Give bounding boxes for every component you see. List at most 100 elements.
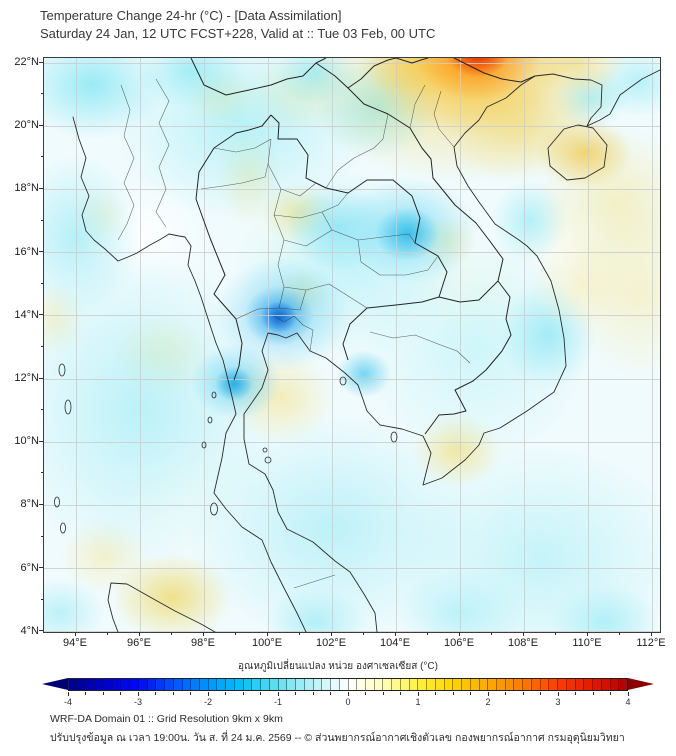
lon-tick-mark — [266, 632, 268, 636]
lon-tick-mark — [74, 632, 76, 636]
colorbar-segment — [95, 679, 104, 690]
border-laos-vietnam — [347, 87, 504, 282]
border-china-laos-vietnam — [315, 58, 536, 89]
island — [58, 363, 66, 377]
colorbar-major-tick — [137, 692, 139, 696]
lat-tick-mark — [39, 440, 43, 442]
colorbar-segment — [496, 679, 506, 690]
colorbar-segment — [165, 679, 174, 690]
page-title: Temperature Change 24-hr (°C) - [Data As… — [40, 8, 342, 23]
colorbar-segment — [138, 679, 148, 690]
colorbar-segment — [365, 679, 375, 690]
colorbar-minor-tick — [382, 692, 384, 695]
colorbar-segment — [400, 679, 410, 690]
colorbar-segment — [488, 679, 497, 690]
colorbar-tick-label: 4 — [625, 697, 631, 707]
gridline-horizontal — [44, 62, 660, 64]
gridline-horizontal — [44, 315, 660, 317]
colorbar-tick-label: -3 — [133, 697, 143, 707]
colorbar-segment — [121, 679, 131, 690]
lat-tick-mark — [39, 61, 43, 63]
colorbar-left-arrow — [42, 678, 68, 690]
colorbar-segment — [531, 679, 541, 690]
lat-tick-mark — [39, 630, 43, 632]
colorbar-segment — [383, 679, 393, 690]
island — [60, 522, 66, 534]
lon-minor-tick — [298, 632, 300, 635]
gridline-vertical — [587, 58, 589, 632]
coastline-east — [243, 69, 660, 632]
colorbar-segment — [147, 679, 157, 690]
colorbar-segment — [566, 679, 576, 690]
colorbar-right-arrow — [628, 678, 654, 690]
colorbar-minor-tick — [312, 692, 314, 695]
colorbar-segment — [418, 679, 428, 690]
lon-tick-mark — [458, 632, 460, 636]
colorbar-minor-tick — [470, 692, 471, 695]
lon-minor-tick — [618, 632, 620, 635]
colorbar-minor-tick — [435, 692, 436, 695]
border-myanmar-thailand — [195, 114, 272, 381]
island — [390, 431, 398, 443]
colorbar-segment — [156, 679, 166, 690]
gridline-horizontal — [44, 568, 660, 570]
lon-tick-label: 98°E — [191, 637, 215, 649]
lat-tick-label: 20°N — [14, 119, 39, 132]
colorbar-minor-tick — [365, 692, 366, 695]
colorbar-minor-tick — [102, 692, 104, 695]
colorbar-segment — [453, 679, 463, 690]
border-myanmar-china — [190, 58, 327, 96]
lat-tick-label: 8°N — [20, 498, 39, 511]
lat-tick-mark — [39, 377, 43, 379]
colorbar-major-tick — [67, 692, 69, 696]
lon-tick-label: 100°E — [251, 637, 283, 649]
gridline-horizontal — [44, 252, 660, 254]
colorbar-segment — [103, 679, 113, 690]
colorbar-segment — [514, 679, 524, 690]
colorbar-minor-tick — [120, 692, 121, 695]
page-subtitle: Saturday 24 Jan, 12 UTC FCST+228, Valid … — [40, 26, 436, 41]
colorbar-segment — [479, 679, 489, 690]
colorbar-segment — [348, 679, 358, 690]
colorbar-segment — [619, 679, 627, 690]
lon-tick-label: 110°E — [572, 637, 602, 649]
colorbar-segment — [191, 679, 201, 690]
lon-minor-tick — [106, 632, 108, 635]
colorbar-major-tick — [487, 692, 489, 696]
lat-minor-tick — [40, 598, 43, 600]
colorbar-segment — [593, 679, 602, 690]
lat-minor-tick — [40, 282, 43, 284]
gridline-vertical — [523, 58, 525, 632]
colorbar-minor-tick — [540, 692, 541, 695]
lat-minor-tick — [40, 156, 43, 158]
colorbar-segment — [409, 679, 419, 690]
colorbar-minor-tick — [85, 692, 86, 695]
colorbar-minor-tick — [295, 692, 296, 695]
colorbar-segment — [313, 679, 323, 690]
lat-tick-label: 12°N — [14, 372, 39, 385]
colorbar-segment — [558, 679, 567, 690]
colorbar-segment — [435, 679, 445, 690]
lon-tick-label: 112°E — [636, 637, 666, 649]
lat-tick-label: 6°N — [20, 561, 39, 574]
lon-minor-tick — [426, 632, 428, 635]
lat-minor-tick — [40, 219, 43, 221]
lon-tick-mark — [586, 632, 588, 636]
lat-tick-mark — [39, 314, 43, 316]
gridline-vertical — [459, 58, 461, 632]
colorbar-segment — [200, 679, 209, 690]
lon-minor-tick — [170, 632, 172, 635]
gridline-horizontal — [44, 125, 660, 127]
colorbar-segment — [462, 679, 471, 690]
map-plot-area — [43, 57, 661, 633]
lat-tick-label: 10°N — [14, 435, 39, 448]
lon-tick-mark — [202, 632, 204, 636]
colorbar-minor-tick — [260, 692, 261, 695]
colorbar-tick-label: 0 — [345, 697, 351, 707]
colorbar-segment — [296, 679, 305, 690]
colorbar-segment — [540, 679, 550, 690]
colorbar-tick-label: 2 — [485, 697, 491, 707]
coastline-borders-svg — [54, 58, 660, 632]
gridline-vertical — [395, 58, 397, 632]
lon-minor-tick — [362, 632, 364, 635]
